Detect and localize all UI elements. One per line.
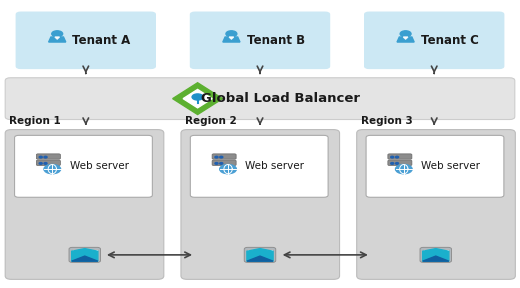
Circle shape (44, 156, 47, 158)
Text: Tenant A: Tenant A (72, 34, 131, 47)
Circle shape (400, 31, 411, 37)
Circle shape (396, 163, 398, 164)
Text: Region 3: Region 3 (361, 116, 413, 126)
Circle shape (44, 163, 47, 164)
Text: Web server: Web server (70, 161, 128, 171)
FancyBboxPatch shape (388, 154, 412, 159)
Polygon shape (404, 37, 408, 39)
FancyBboxPatch shape (212, 154, 236, 159)
Circle shape (39, 163, 42, 164)
Circle shape (39, 156, 42, 158)
Polygon shape (183, 89, 212, 108)
FancyBboxPatch shape (244, 247, 276, 262)
Circle shape (226, 31, 237, 37)
Polygon shape (223, 37, 240, 42)
FancyBboxPatch shape (366, 135, 504, 197)
Circle shape (391, 163, 394, 164)
Polygon shape (247, 249, 273, 261)
Text: Global Load Balancer: Global Load Balancer (201, 92, 360, 105)
FancyBboxPatch shape (181, 130, 340, 279)
Circle shape (220, 163, 223, 164)
Circle shape (220, 164, 237, 174)
Circle shape (396, 156, 398, 158)
FancyBboxPatch shape (212, 160, 236, 166)
FancyBboxPatch shape (5, 130, 164, 279)
FancyBboxPatch shape (36, 160, 60, 166)
Polygon shape (173, 83, 223, 115)
Polygon shape (247, 256, 273, 261)
Polygon shape (423, 249, 449, 261)
Circle shape (391, 156, 394, 158)
Bar (72, 249, 98, 261)
Text: Tenant C: Tenant C (421, 34, 479, 47)
FancyBboxPatch shape (420, 247, 451, 262)
FancyBboxPatch shape (5, 78, 515, 120)
FancyBboxPatch shape (69, 247, 100, 262)
Polygon shape (423, 256, 449, 261)
FancyBboxPatch shape (388, 160, 412, 166)
FancyBboxPatch shape (364, 12, 504, 69)
Polygon shape (397, 37, 414, 42)
Circle shape (215, 156, 218, 158)
Text: Web server: Web server (245, 161, 304, 171)
FancyBboxPatch shape (36, 154, 60, 159)
Circle shape (220, 156, 223, 158)
FancyBboxPatch shape (16, 12, 156, 69)
Polygon shape (72, 249, 98, 261)
FancyBboxPatch shape (190, 12, 330, 69)
Text: Region 1: Region 1 (9, 116, 61, 126)
FancyBboxPatch shape (15, 135, 152, 197)
Bar (423, 249, 449, 261)
Text: Tenant B: Tenant B (246, 34, 305, 47)
Text: Web server: Web server (421, 161, 480, 171)
Circle shape (192, 94, 203, 100)
Bar (247, 249, 273, 261)
Polygon shape (229, 37, 233, 39)
Polygon shape (55, 37, 59, 39)
Circle shape (52, 31, 62, 37)
Circle shape (215, 163, 218, 164)
FancyBboxPatch shape (357, 130, 515, 279)
Polygon shape (72, 256, 98, 261)
Polygon shape (49, 37, 66, 42)
Circle shape (396, 164, 412, 174)
FancyBboxPatch shape (190, 135, 328, 197)
Circle shape (44, 164, 61, 174)
Text: Region 2: Region 2 (185, 116, 237, 126)
